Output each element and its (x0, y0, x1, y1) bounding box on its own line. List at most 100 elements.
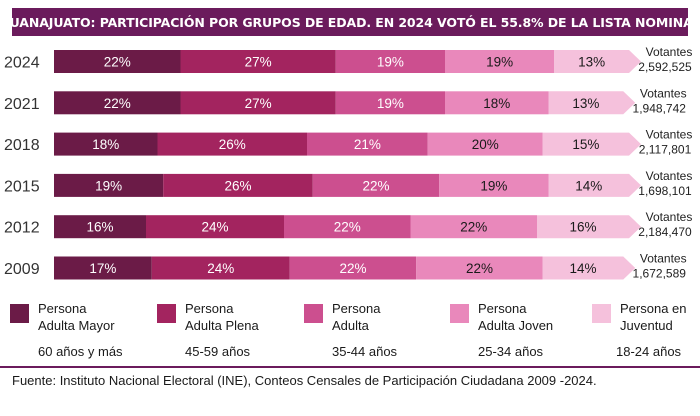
bar-segment (410, 215, 537, 239)
data-label: 18% (92, 137, 119, 152)
bar-segment (548, 173, 641, 197)
year-label: 2021 (4, 96, 40, 113)
legend-swatch-juventud (592, 304, 611, 323)
legend-swatch-adulta-joven (450, 304, 469, 323)
legend-label-line2: Adulta Plena (185, 318, 259, 333)
votantes-label: Votantes (640, 252, 687, 266)
bar-segment (284, 215, 411, 239)
data-label: 13% (572, 96, 599, 111)
year-label: 2015 (4, 178, 40, 195)
votantes-label: Votantes (646, 45, 693, 59)
chart-title: GUANAJUATO: PARTICIPACIÓN POR GRUPOS DE … (0, 8, 700, 36)
bar-segment (180, 91, 336, 115)
data-label: 27% (245, 96, 272, 111)
legend-label-line2: Juventud (620, 318, 673, 333)
data-label: 24% (207, 261, 234, 276)
bar-segment (54, 91, 181, 115)
bar-segment (542, 132, 641, 156)
votantes-value: 2,592,525 (638, 60, 692, 74)
data-label: 22% (104, 96, 131, 111)
bar-segment (307, 132, 428, 156)
data-label: 15% (572, 137, 599, 152)
bar-segment (289, 256, 417, 280)
stacked-bar-chart: 2024 22% 27% 19% 19% 13%Votantes2,592,5252021… (4, 45, 693, 281)
bar-segment (554, 50, 641, 73)
data-label: 21% (354, 137, 381, 152)
votantes-label: Votantes (646, 210, 693, 224)
bar-segment (157, 132, 307, 156)
data-label: 22% (460, 220, 487, 235)
data-label: 19% (480, 178, 507, 193)
data-label: 16% (569, 220, 596, 235)
data-label: 19% (377, 96, 404, 111)
bar-segment (537, 215, 641, 239)
bar-segment (427, 132, 543, 156)
year-label: 2018 (4, 137, 40, 154)
data-label: 26% (224, 178, 251, 193)
legend-label-line2: Adulta Joven (478, 318, 554, 333)
bar-segment (445, 50, 555, 73)
bar-segment (548, 91, 636, 115)
legend-age-range: 25-34 años (478, 344, 544, 359)
data-label: 24% (201, 220, 228, 235)
legend-label-line1: Persona (38, 301, 87, 316)
data-label: 19% (486, 55, 513, 70)
votantes-value: 1,672,589 (633, 267, 687, 281)
source-note: Fuente: Instituto Nacional Electoral (IN… (12, 373, 597, 388)
legend-label-line1: Persona en (620, 301, 687, 316)
votantes-value: 2,184,470 (638, 225, 692, 239)
votantes-value: 2,117,801 (639, 143, 692, 157)
data-label: 19% (377, 55, 404, 70)
data-label: 18% (483, 96, 510, 111)
footer-divider (0, 366, 700, 368)
legend-age-range: 45-59 años (185, 344, 251, 359)
data-label: 16% (86, 220, 113, 235)
legend-age-range: 60 años y más (38, 344, 123, 359)
bar-segment (54, 256, 152, 280)
data-label: 17% (89, 261, 116, 276)
data-label: 20% (472, 137, 499, 152)
legend-label-line2: Adulta (332, 318, 369, 333)
legend-age-range: 35-44 años (332, 344, 398, 359)
votantes-value: 1,948,742 (633, 101, 687, 115)
legend-swatch-adulta-mayor (10, 304, 29, 323)
legend-label-line1: Persona (478, 301, 527, 316)
data-label: 22% (466, 261, 493, 276)
bar-segment (180, 50, 336, 73)
data-label: 19% (95, 178, 122, 193)
bar-segment (54, 215, 146, 239)
votantes-label: Votantes (646, 128, 693, 142)
bar-segment (54, 173, 164, 197)
votantes-value: 1,698,101 (638, 184, 692, 198)
legend-swatch-adulta (304, 304, 323, 323)
bar-segment (416, 256, 543, 280)
data-label: 13% (578, 55, 605, 70)
data-label: 22% (334, 220, 361, 235)
bar-segment (542, 256, 636, 280)
legend-label-line1: Persona (185, 301, 234, 316)
data-label: 14% (575, 178, 602, 193)
data-label: 22% (339, 261, 366, 276)
bar-segment (54, 132, 158, 156)
year-label: 2009 (4, 261, 40, 278)
data-label: 22% (362, 178, 389, 193)
bar-segment (151, 256, 290, 280)
bar-segment (163, 173, 313, 197)
legend-swatch-adulta-plena (157, 304, 176, 323)
bar-segment (146, 215, 284, 239)
legend-label-line1: Persona (332, 301, 381, 316)
legend-label-line2: Adulta Mayor (38, 318, 115, 333)
bar-segment (312, 173, 440, 197)
data-label: 14% (569, 261, 596, 276)
bar-segment (54, 50, 181, 73)
bar-segment (445, 91, 549, 115)
legend-age-range: 18-24 años (616, 344, 682, 359)
year-label: 2024 (4, 55, 40, 72)
bar-segment (335, 50, 445, 73)
data-label: 27% (245, 55, 272, 70)
votantes-label: Votantes (640, 86, 687, 100)
votantes-label: Votantes (646, 169, 693, 183)
bar-segment (439, 173, 549, 197)
data-label: 22% (104, 55, 131, 70)
year-label: 2012 (4, 220, 40, 237)
